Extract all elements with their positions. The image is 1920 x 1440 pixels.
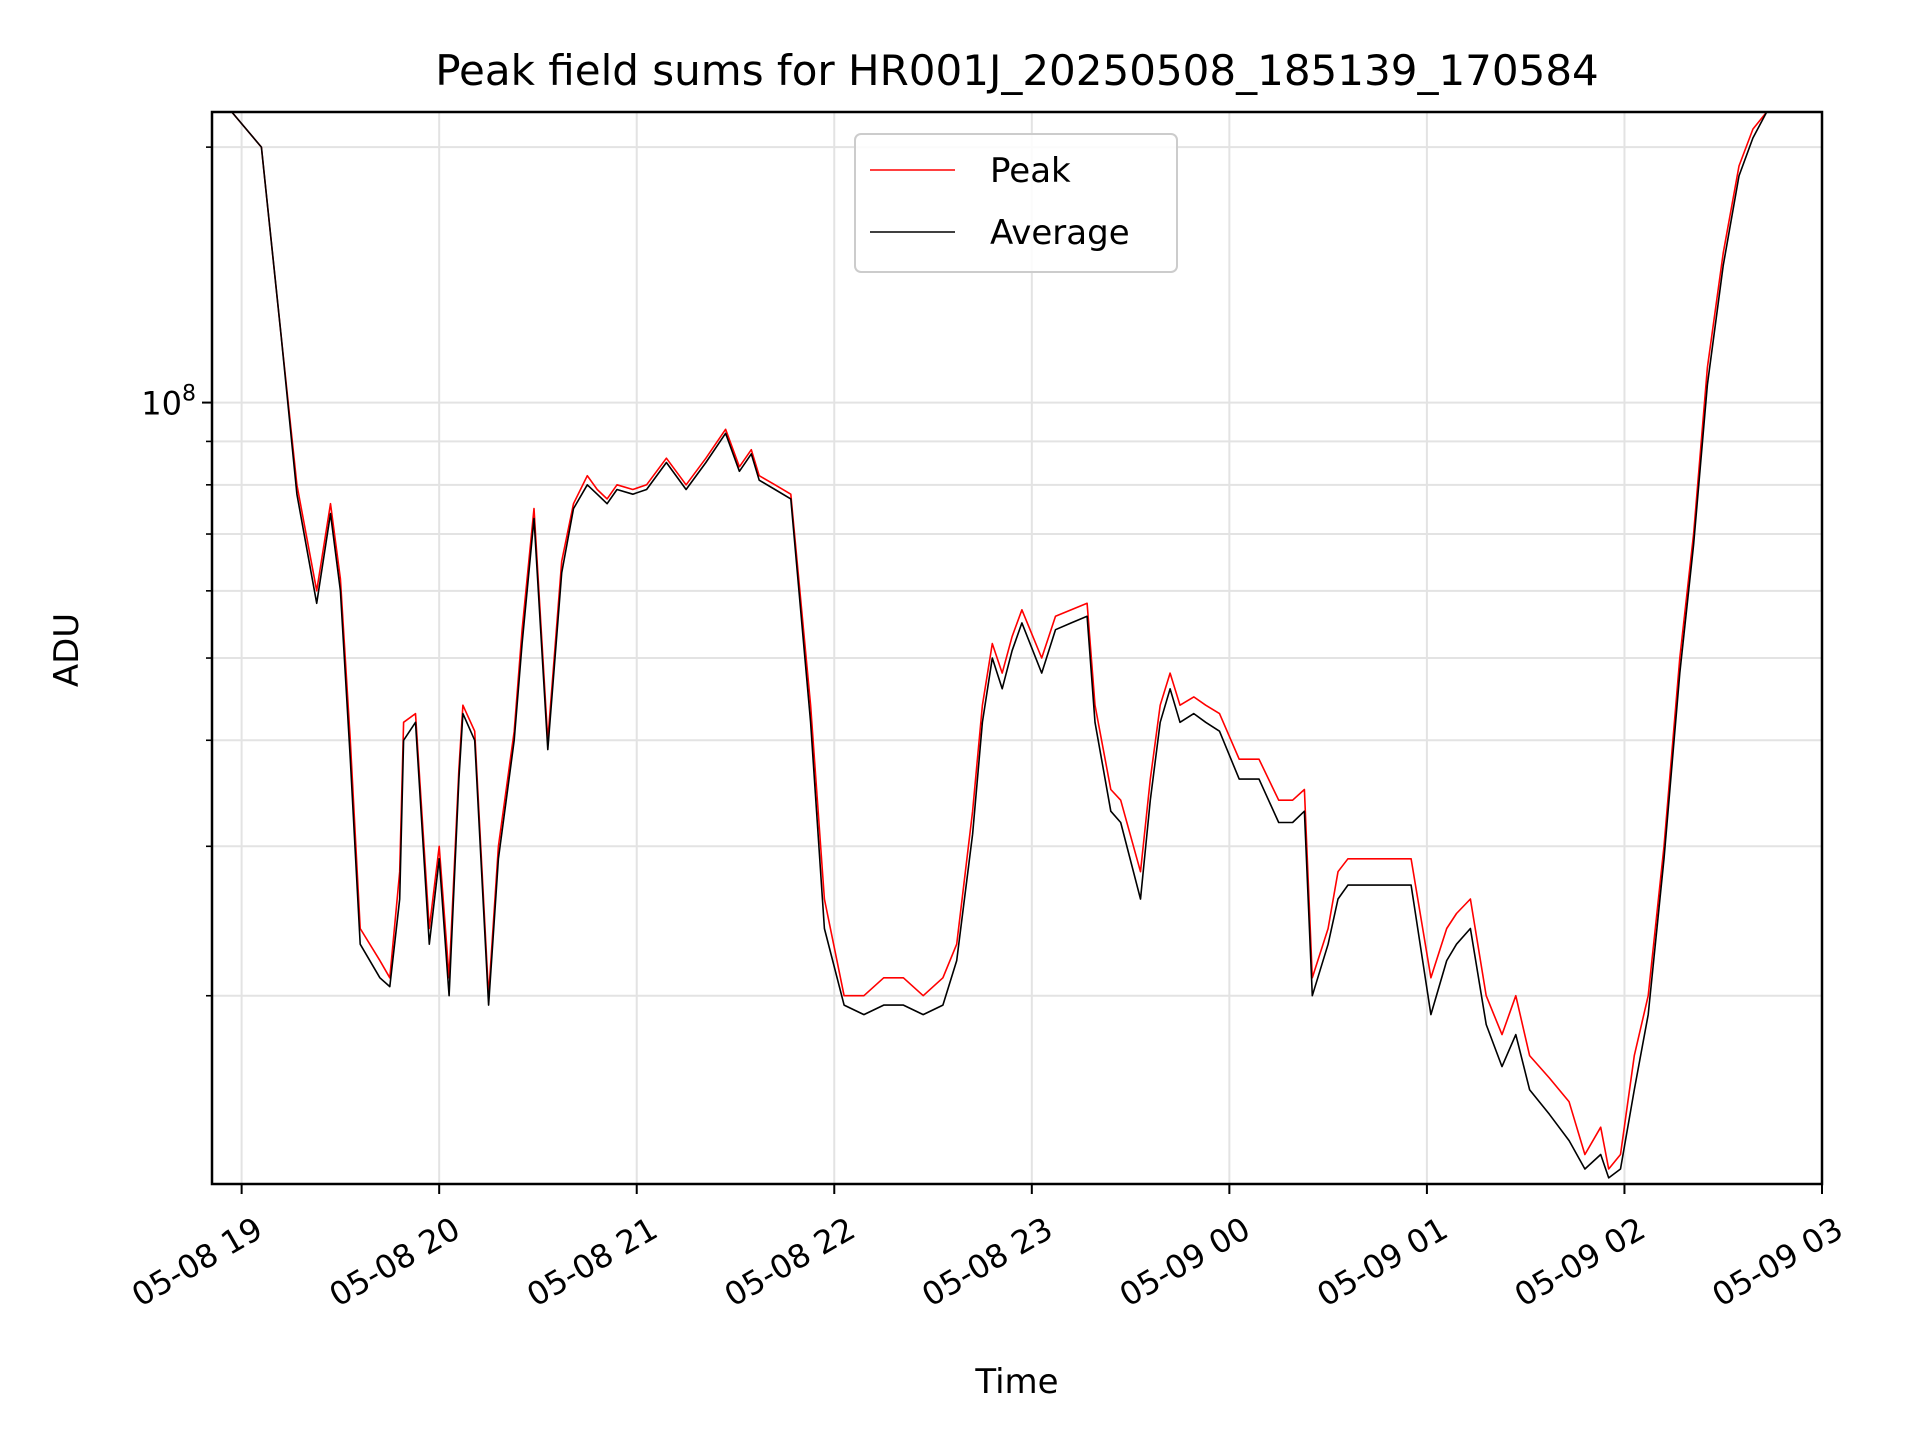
y-axis-label: ADU	[47, 613, 87, 687]
legend-average-label: Average	[990, 213, 1130, 253]
plot-frame	[210, 110, 1824, 1186]
series-line-peak	[231, 112, 1807, 1170]
chart-title: Peak field sums for HR001J_20250508_1851…	[435, 46, 1599, 95]
legend: Peak Average	[854, 133, 1178, 273]
series-line-average	[231, 112, 1807, 1179]
legend-peak-label: Peak	[990, 151, 1071, 191]
legend-box	[854, 133, 1178, 273]
y-axis: 108	[141, 146, 212, 997]
y-tick-label: 108	[141, 382, 196, 423]
series-lines	[231, 112, 1807, 1179]
x-axis-label: Time	[974, 1362, 1058, 1402]
